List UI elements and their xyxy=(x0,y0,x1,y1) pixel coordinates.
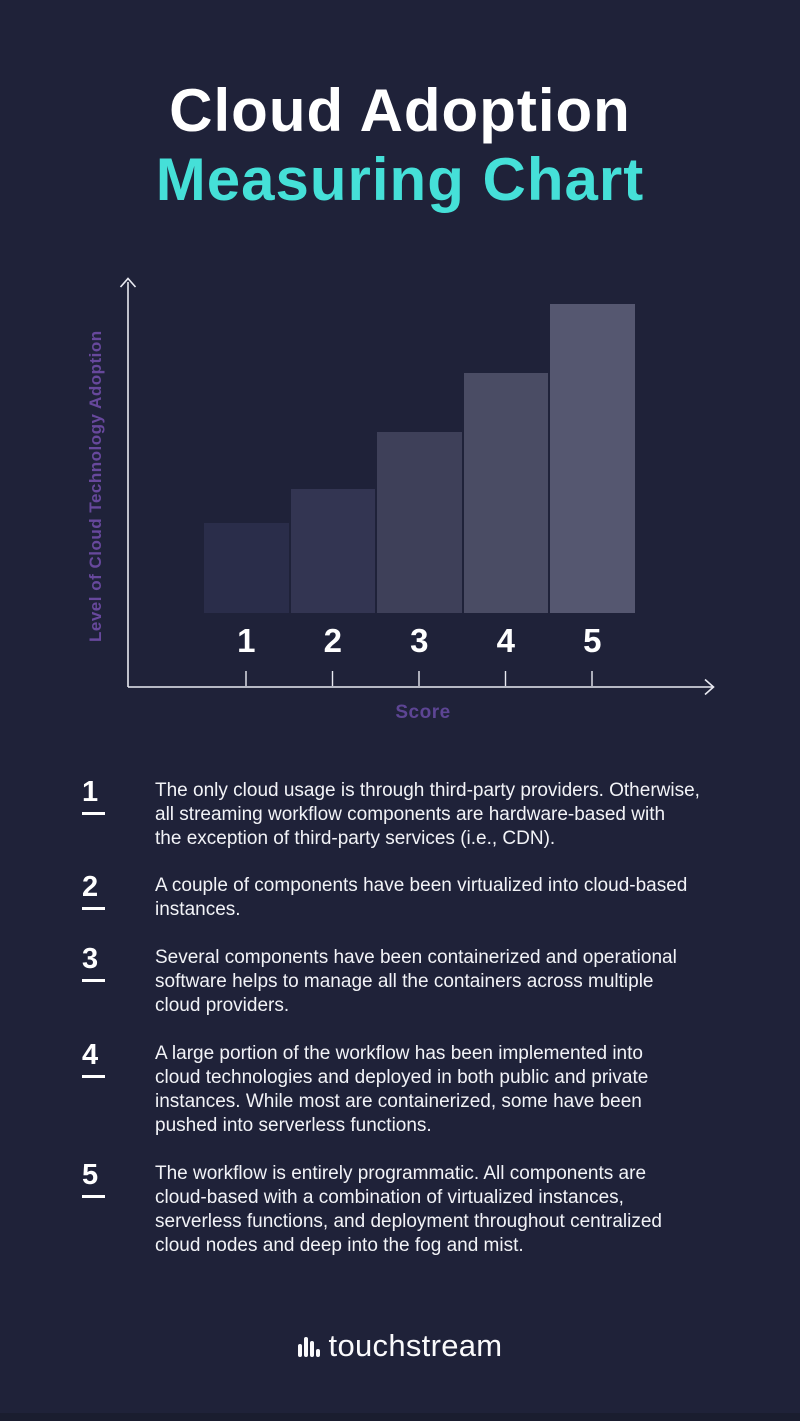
chart-axes xyxy=(119,277,715,696)
y-axis-arrow-icon xyxy=(119,277,137,288)
x-tick-label-3: 3 xyxy=(410,622,429,659)
title-line-2: Measuring Chart xyxy=(155,146,645,213)
brand-footer: touchstream xyxy=(0,1329,800,1363)
x-tick-labels: 1 2 3 4 5 xyxy=(204,622,638,662)
score-number: 1 xyxy=(82,778,105,815)
bars xyxy=(204,270,638,613)
x-tick-label-2: 2 xyxy=(323,622,342,659)
title-line-1: Cloud Adoption xyxy=(169,77,631,144)
bottom-edge-strip xyxy=(0,1413,800,1421)
y-axis-label: Level of Cloud Technology Adoption xyxy=(86,330,105,642)
score-number: 2 xyxy=(82,873,105,910)
bar-5 xyxy=(550,304,635,613)
score-description: Several components have been containeriz… xyxy=(155,947,677,1016)
bar-4 xyxy=(463,373,548,613)
x-tick-label-5: 5 xyxy=(583,622,602,659)
score-description: The only cloud usage is through third-pa… xyxy=(155,780,700,849)
x-axis-arrow-icon xyxy=(704,678,715,696)
page-title: Cloud Adoption Measuring Chart xyxy=(0,76,800,214)
x-tick-label-1: 1 xyxy=(237,622,256,659)
score-number: 5 xyxy=(82,1161,105,1198)
bar-2 xyxy=(290,489,375,613)
score-number: 4 xyxy=(82,1041,105,1078)
score-description: A couple of components have been virtual… xyxy=(155,875,688,920)
x-axis-label: Score xyxy=(395,702,451,723)
brand-wordmark: touchstream xyxy=(328,1328,503,1363)
x-tick-label-4: 4 xyxy=(496,622,515,659)
score-description: A large portion of the workflow has been… xyxy=(155,1043,649,1136)
bar-3 xyxy=(377,432,462,613)
bar-1 xyxy=(204,523,289,613)
score-number: 3 xyxy=(82,945,105,982)
bar-chart: Level of Cloud Technology Adoption 1 2 3 4 5… xyxy=(0,270,800,740)
touchstream-logo-icon xyxy=(297,1337,320,1363)
score-description: The workflow is entirely programmatic. A… xyxy=(155,1163,662,1256)
